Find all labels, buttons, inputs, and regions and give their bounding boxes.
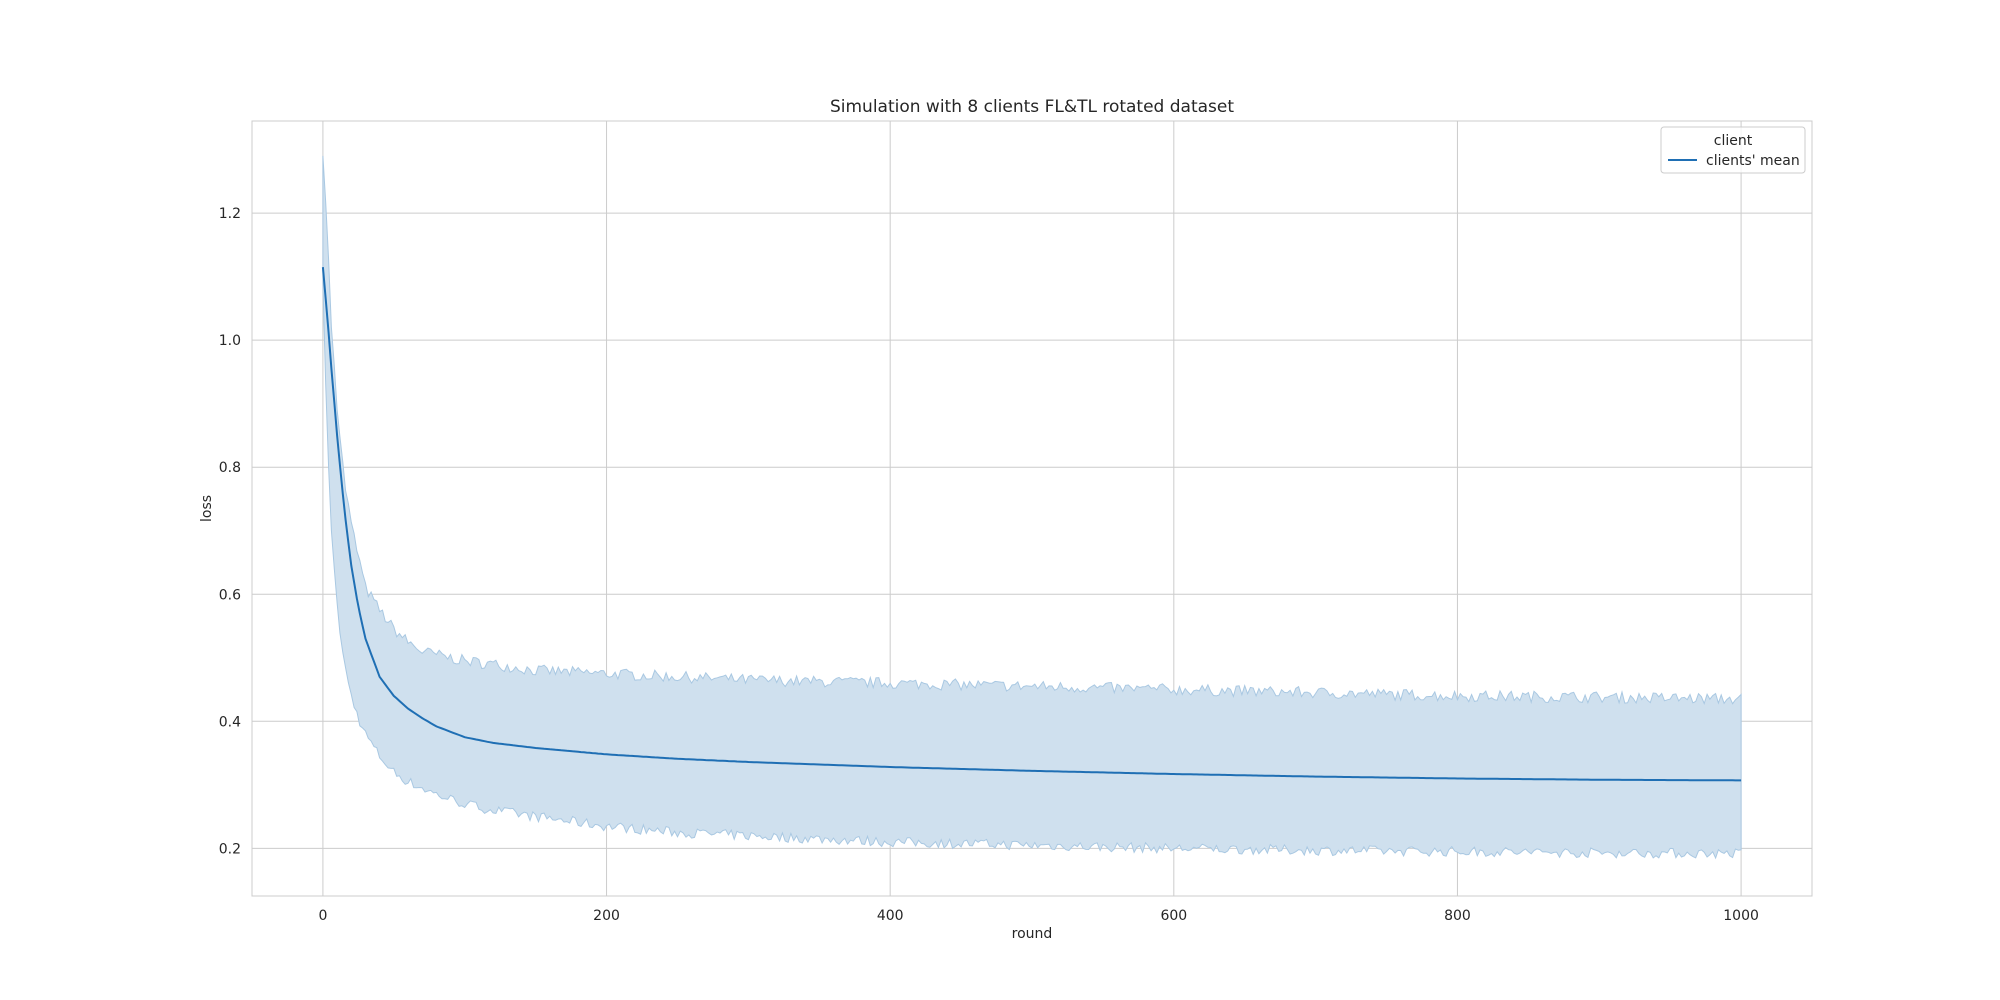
y-tick-label: 0.4 [219,714,241,730]
y-tick-label: 0.2 [219,841,241,857]
series-line-layer [321,267,1742,782]
x-tick-label: 0 [318,908,327,924]
x-tick-label: 1000 [1723,908,1759,924]
x-tick-label: 400 [877,908,904,924]
legend-title: client [1714,133,1753,149]
legend-box [1660,126,1806,174]
chart-title: Simulation with 8 clients FL&TL rotated … [830,97,1234,117]
y-tick-label: 0.6 [219,587,241,603]
plot-frame [251,120,1813,897]
legend-label: clients' mean [1706,153,1800,169]
legend: client clients' mean [1660,126,1806,174]
mean-line [321,267,1742,782]
x-tick-label: 200 [593,908,620,924]
x-axis-label: round [1012,926,1053,942]
x-tick-label: 800 [1444,908,1471,924]
y-tick-label: 0.8 [219,460,241,476]
confidence-band [322,155,1742,860]
y-tick-labels: 0.2 0.4 0.6 0.8 1.0 1.2 [219,206,241,857]
x-tick-labels: 0 200 400 600 800 1000 [318,908,1758,924]
confidence-band-layer [322,155,1742,860]
y-tick-label: 1.2 [219,206,241,222]
y-axis-label: loss [199,495,215,522]
y-tick-label: 1.0 [219,333,241,349]
x-tick-label: 600 [1160,908,1187,924]
